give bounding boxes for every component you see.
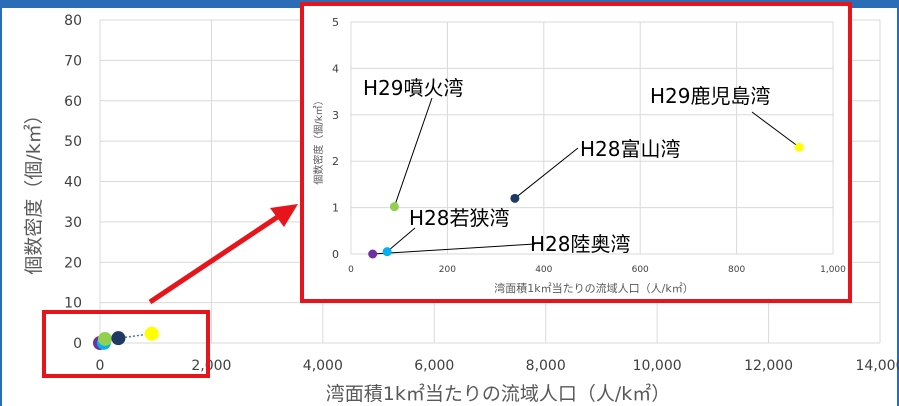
inset-y-axis-title: 個数密度（個/k㎡） [312, 95, 325, 184]
inset-x-tick-label: 200 [439, 265, 456, 275]
main-data-point [111, 331, 126, 346]
main-x-tick-label: 2,000 [191, 358, 231, 374]
main-y-tick-label: 70 [64, 53, 82, 69]
inset-data-point [510, 193, 520, 203]
main-y-axis-title: 個数密度（個/k㎡） [22, 105, 45, 274]
inset-x-tick-label: 800 [728, 265, 745, 275]
inset-data-point [368, 249, 378, 259]
main-x-axis-title: 湾面積1k㎡当たりの流域人口（人/k㎡） [326, 382, 671, 405]
inset-frame [300, 2, 852, 303]
main-data-point [144, 326, 159, 341]
inset-data-point [389, 202, 399, 212]
inset-x-tick-label: 1,000 [820, 265, 846, 275]
callout-label: H29噴火湾 [363, 76, 464, 100]
callout-leader-line [514, 147, 579, 199]
main-x-tick-label: 0 [96, 358, 105, 374]
inset-y-tick-label: 0 [332, 248, 339, 261]
right-border [897, 0, 899, 406]
main-y-tick-label: 30 [64, 215, 82, 231]
main-y-tick-label: 0 [73, 336, 82, 352]
inset-x-tick-label: 600 [632, 265, 649, 275]
callout-label: H28若狭湾 [409, 206, 510, 230]
main-y-tick-label: 40 [64, 175, 82, 191]
inset-y-tick-label: 5 [332, 16, 339, 29]
callout-leader-line [393, 97, 433, 207]
callout-leader-line [386, 227, 416, 253]
inset-x-axis-title: 湾面積1k㎡当たりの流域人口（人/k㎡） [494, 281, 693, 295]
zoom-arrow-head [270, 204, 298, 227]
inset-x-tick-label: 0 [348, 265, 354, 275]
main-trend-line [99, 332, 152, 344]
main-x-tick-label: 8,000 [526, 358, 566, 374]
inset-data-point [382, 247, 392, 257]
main-y-tick-label: 50 [64, 134, 82, 150]
main-data-point [98, 331, 113, 346]
main-y-tick-label: 20 [64, 255, 82, 271]
callout-leader-line [372, 243, 536, 255]
main-x-tick-label: 14,000 [856, 358, 899, 374]
inset-x-tick-label: 400 [535, 265, 552, 275]
inset-chart: 0 200 400 600 800 1,000 0 1 2 3 4 5 H28陸奥湾 H28若狭湾 H29噴… [300, 2, 852, 303]
inset-data-point [794, 142, 804, 152]
inset-y-tick-label: 2 [332, 155, 339, 168]
left-border [0, 0, 2, 406]
main-y-tick-label: 10 [64, 296, 82, 312]
callout-label: H29鹿児島湾 [650, 84, 771, 108]
main-y-tick-label: 60 [64, 94, 82, 110]
main-y-tick-label: 80 [64, 13, 82, 29]
inset-y-tick-label: 3 [332, 109, 339, 122]
inset-y-tick-label: 1 [332, 202, 339, 215]
callout-label: H28富山湾 [580, 137, 681, 161]
main-x-tick-label: 10,000 [633, 358, 682, 374]
zoom-region-frame [42, 310, 210, 378]
main-x-tick-label: 12,000 [744, 358, 793, 374]
callout-leader-line [751, 111, 800, 148]
annotations [148, 204, 298, 305]
callout-label: H28陸奥湾 [530, 232, 631, 256]
zoom-arrow [148, 211, 284, 305]
main-x-tick-label: 6,000 [414, 358, 454, 374]
main-x-tick-label: 4,000 [303, 358, 343, 374]
inset-y-tick-label: 4 [332, 62, 339, 75]
